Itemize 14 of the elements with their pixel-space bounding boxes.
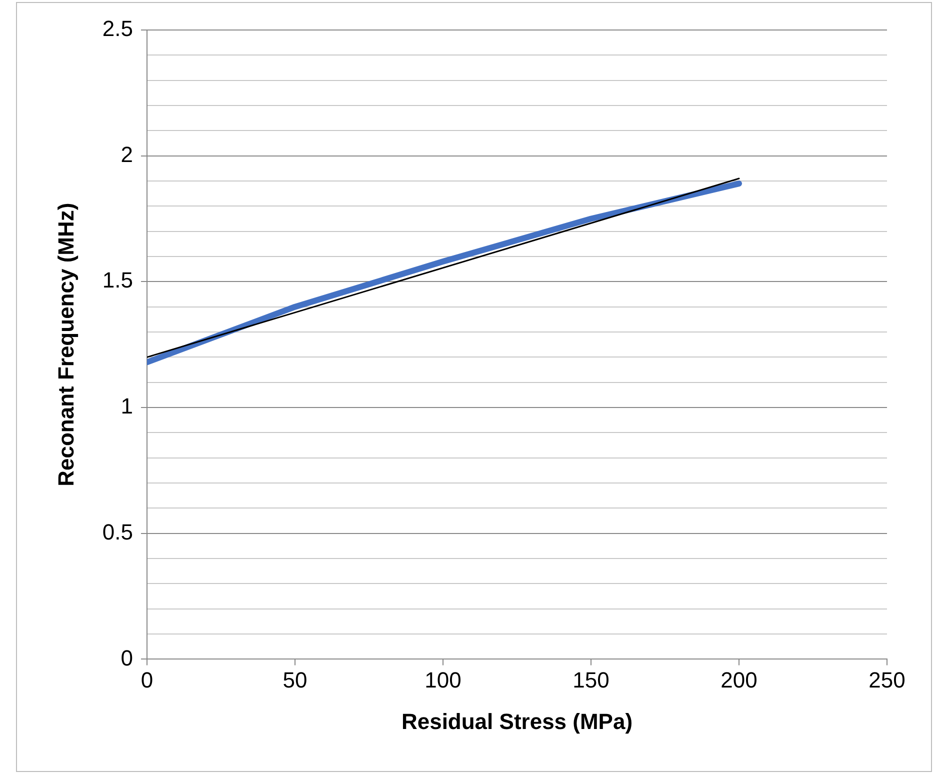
x-tick-label: 50 [282, 667, 308, 692]
y-tick-label: 2 [120, 142, 133, 167]
x-tick-label: 0 [140, 667, 154, 692]
x-tick-label: 250 [868, 667, 906, 692]
y-tick-label: 2.5 [102, 16, 133, 42]
x-axis-title: Residual Stress (MPa) [401, 708, 633, 734]
y-tick-label: 0.5 [102, 519, 133, 544]
y-tick-label: 1.5 [102, 268, 133, 293]
y-axis-title: Reconant Frequency (MHz) [53, 202, 78, 486]
x-tick-label: 150 [572, 667, 610, 692]
x-tick-label: 100 [424, 667, 462, 692]
y-tick-label: 1 [120, 394, 133, 419]
y-tick-label: 0 [120, 645, 133, 670]
x-tick-label: 200 [720, 667, 758, 692]
